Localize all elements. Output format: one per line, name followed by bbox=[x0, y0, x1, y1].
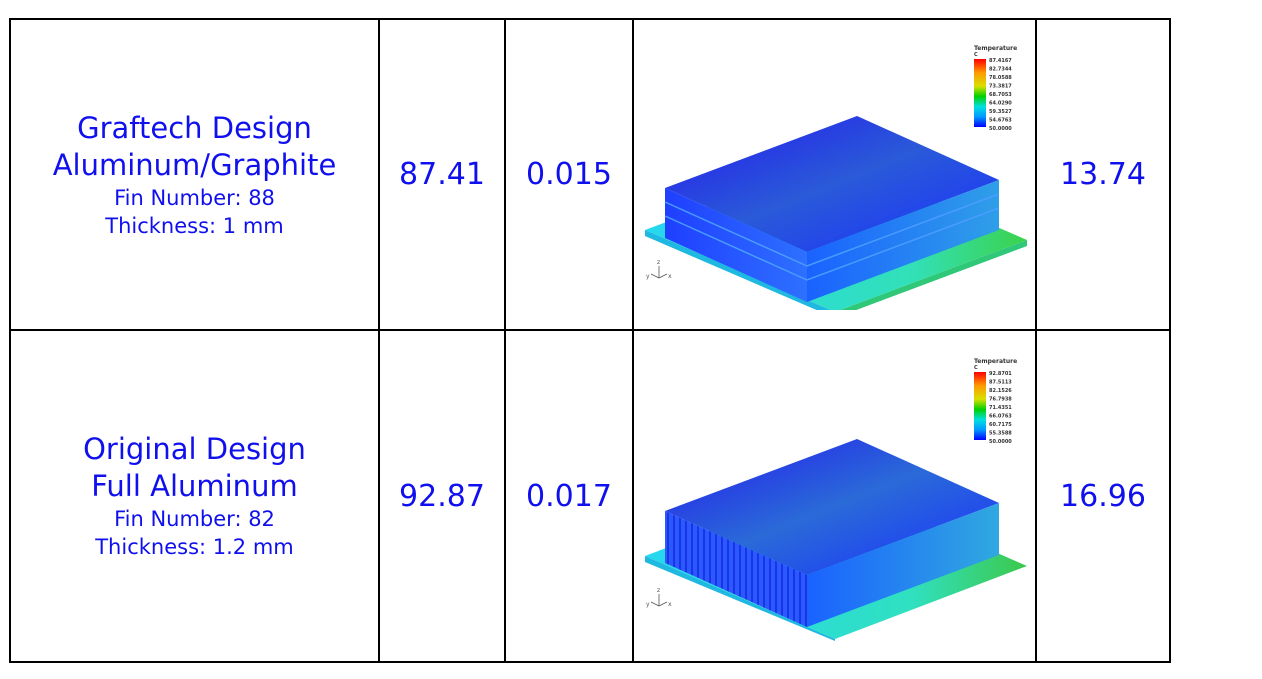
colorbar-value: 66.0763 bbox=[989, 414, 1012, 420]
fin-block-front bbox=[665, 511, 807, 627]
colorbar-value: 78.0588 bbox=[989, 75, 1012, 81]
result-value: 13.74 bbox=[1035, 18, 1171, 331]
colorbar-value: 76.7938 bbox=[989, 397, 1012, 403]
thermal-simulation-image: Temperature C 92.8701 87.5113 82.1526 76… bbox=[645, 358, 1027, 641]
base-plate-front bbox=[645, 556, 835, 641]
thermal-resistance: 0.017 bbox=[504, 329, 634, 663]
design-cell: Graftech Design Aluminum/Graphite Fin Nu… bbox=[9, 18, 380, 331]
fin-number: Fin Number: 88 bbox=[114, 185, 275, 210]
colorbar-value: 71.4351 bbox=[989, 405, 1012, 411]
fin-thickness: Thickness: 1 mm bbox=[105, 213, 284, 238]
colorbar-unit: C bbox=[974, 365, 978, 371]
colorbar-value: 55.3588 bbox=[989, 431, 1012, 437]
colorbar-value: 87.4167 bbox=[989, 58, 1012, 64]
temperature-colorbar: Temperature C 87.4167 82.7344 78.0588 73… bbox=[974, 45, 1017, 132]
colorbar-unit: C bbox=[974, 52, 978, 58]
thermal-resistance: 0.015 bbox=[504, 18, 634, 331]
colorbar-value: 87.5113 bbox=[989, 380, 1012, 386]
result-value: 16.96 bbox=[1035, 329, 1171, 663]
design-name: Original Design bbox=[83, 432, 306, 466]
fin-block-top bbox=[665, 439, 999, 575]
max-temperature: 87.41 bbox=[378, 18, 506, 331]
colorbar-title: Temperature bbox=[974, 358, 1017, 365]
colorbar-value: 50.0000 bbox=[989, 439, 1012, 445]
axis-x-label: x bbox=[668, 601, 672, 608]
colorbar-title: Temperature bbox=[974, 45, 1017, 52]
colorbar-value: 54.6763 bbox=[989, 117, 1012, 123]
colorbar-value: 82.7344 bbox=[989, 66, 1012, 72]
fin-thickness: Thickness: 1.2 mm bbox=[95, 535, 294, 559]
colorbar-value: 64.0290 bbox=[989, 100, 1012, 106]
thermal-simulation-image: Temperature C 87.4167 82.7344 78.0588 73… bbox=[645, 45, 1027, 310]
fin-block-top bbox=[665, 115, 999, 252]
colorbar-value: 50.0000 bbox=[989, 126, 1012, 132]
fin-block-side bbox=[807, 179, 999, 302]
fin-block-front bbox=[665, 187, 807, 302]
design-cell: Original Design Full Aluminum Fin Number… bbox=[9, 329, 380, 663]
thermal-image-cell: Temperature C 87.4167 82.7344 78.0588 73… bbox=[632, 18, 1037, 331]
table-row: Original Design Full Aluminum Fin Number… bbox=[9, 329, 1171, 663]
colorbar-value: 59.3527 bbox=[989, 109, 1012, 115]
thermal-image-cell: Temperature C 92.8701 87.5113 82.1526 76… bbox=[632, 329, 1037, 663]
fin-block-side bbox=[807, 503, 999, 627]
axis-y-label: y bbox=[646, 601, 650, 608]
axis-z-label: z bbox=[657, 259, 660, 266]
temperature-colorbar: Temperature C 92.8701 87.5113 82.1526 76… bbox=[974, 358, 1017, 445]
colorbar-value: 60.7175 bbox=[989, 422, 1012, 428]
design-material: Aluminum/Graphite bbox=[52, 147, 337, 182]
colorbar-value: 82.1526 bbox=[989, 388, 1012, 394]
fin-number: Fin Number: 82 bbox=[114, 507, 275, 531]
design-name: Graftech Design bbox=[77, 110, 312, 145]
colorbar-value: 92.8701 bbox=[989, 371, 1012, 377]
max-temperature: 92.87 bbox=[378, 329, 506, 663]
axis-z-label: z bbox=[657, 587, 660, 594]
axis-triad-icon bbox=[650, 265, 668, 278]
table-row: Graftech Design Aluminum/Graphite Fin Nu… bbox=[9, 18, 1171, 331]
results-table: Graftech Design Aluminum/Graphite Fin Nu… bbox=[9, 18, 1171, 663]
axis-x-label: x bbox=[668, 273, 672, 280]
axis-triad-icon bbox=[650, 594, 668, 607]
axis-y-label: y bbox=[646, 273, 650, 280]
colorbar-value: 73.3817 bbox=[989, 83, 1012, 89]
design-material: Full Aluminum bbox=[91, 469, 298, 503]
colorbar-value: 68.7053 bbox=[989, 92, 1012, 98]
